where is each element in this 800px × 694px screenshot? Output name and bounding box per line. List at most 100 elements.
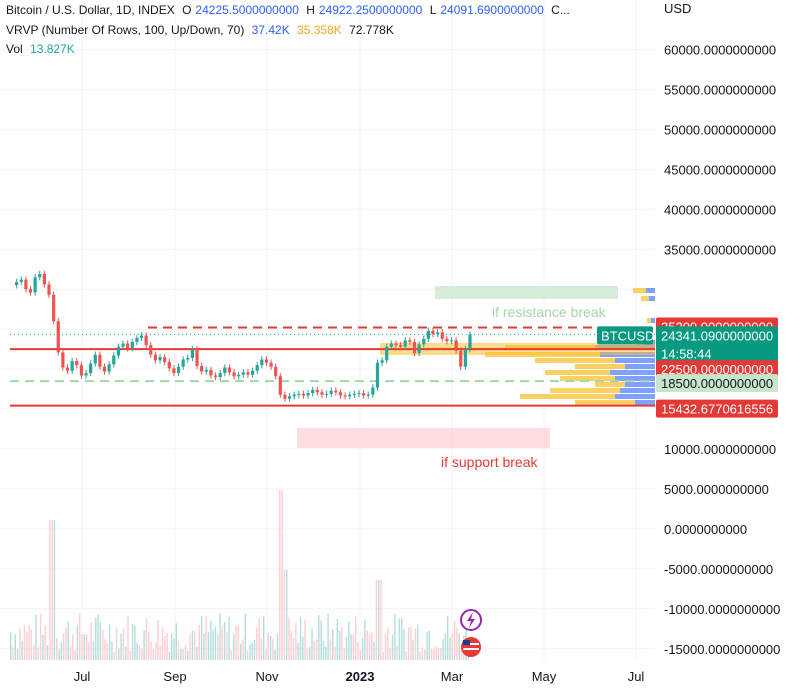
- volume-bar: [194, 630, 196, 660]
- candle-body: [19, 279, 23, 283]
- volume-bar: [184, 644, 187, 660]
- vp-row-up: [649, 296, 655, 301]
- volume-bar: [403, 629, 405, 660]
- volume-bar: [253, 639, 256, 660]
- candle-body: [297, 393, 301, 395]
- candle-body: [459, 350, 463, 367]
- volume-bar: [200, 615, 203, 660]
- vp-row-down: [575, 364, 625, 369]
- support-price-tag-bg: [656, 374, 778, 393]
- time-axis[interactable]: Jul Sep Nov 2023 Mar May Jul: [74, 669, 645, 684]
- candle-body: [56, 321, 60, 353]
- volume-bar: [244, 613, 246, 660]
- support-price-tag: 18500.0000000000: [661, 376, 773, 391]
- volume-bar: [217, 634, 219, 660]
- volume-bar: [249, 644, 251, 660]
- vp-row-up: [620, 388, 655, 393]
- volume-bar: [62, 633, 65, 660]
- volume-bar: [168, 651, 171, 660]
- candle-body: [403, 340, 407, 347]
- legend-row-3: Vol 13.827K: [6, 42, 79, 56]
- volume-bar: [338, 630, 341, 660]
- volume-bar: [108, 624, 111, 660]
- candle-body: [218, 373, 222, 378]
- volume-bar: [138, 645, 141, 660]
- volume-bar: [235, 625, 237, 660]
- volume-bar: [10, 632, 12, 660]
- vp-row-down: [550, 388, 620, 393]
- candle-body: [121, 343, 125, 347]
- candle-body: [84, 373, 88, 376]
- price-axis[interactable]: 60000.0000000000 55000.0000000000 50000.00…: [664, 43, 780, 657]
- volume-bar: [444, 633, 447, 660]
- volume-bar: [166, 632, 168, 660]
- y-tick-label: 55000.0000000000: [664, 82, 776, 97]
- volume-label[interactable]: Vol: [6, 42, 23, 56]
- candle-body: [209, 369, 213, 376]
- candle-body: [33, 277, 37, 293]
- volume-bar: [39, 613, 42, 660]
- volume-bar: [173, 638, 175, 660]
- volume-bar: [251, 642, 253, 660]
- volume-bar: [127, 616, 129, 660]
- volume-bar: [92, 641, 95, 660]
- x-tick-label: Jul: [628, 669, 645, 684]
- volume-bar: [352, 634, 355, 660]
- candle-body: [463, 349, 467, 367]
- volume-bar: [102, 629, 104, 660]
- y-tick-label: 10000.0000000000: [664, 442, 776, 457]
- volume-bar: [79, 613, 81, 660]
- candle-body: [112, 355, 116, 365]
- volume-bar: [380, 580, 382, 660]
- candle-body: [250, 370, 255, 375]
- volume-bar: [69, 646, 72, 660]
- high-label: H: [306, 3, 315, 17]
- volume-bar: [136, 642, 138, 660]
- volume-bar: [23, 625, 26, 660]
- countdown-tag: 14:58:44: [661, 346, 712, 361]
- volume-bar: [375, 580, 378, 660]
- y-tick-label: 40000.0000000000: [664, 202, 776, 217]
- candle-body: [352, 393, 356, 395]
- lightning-icon[interactable]: [460, 609, 482, 631]
- candle-body: [195, 349, 199, 366]
- y-tick-label: 45000.0000000000: [664, 162, 776, 177]
- x-tick-label: Nov: [255, 669, 279, 684]
- candle-body: [135, 337, 139, 342]
- volume-bar: [295, 622, 297, 660]
- y-tick-label: 5000.0000000000: [664, 482, 769, 497]
- volume-bar: [334, 647, 336, 660]
- volume-bar: [396, 645, 398, 660]
- us-flag-icon[interactable]: [461, 637, 481, 657]
- candle-body: [329, 390, 333, 394]
- candle-body: [93, 354, 97, 364]
- vp-row-down: [575, 400, 635, 405]
- candle-body: [65, 367, 70, 371]
- candle-body: [227, 367, 232, 373]
- volume-bar: [143, 630, 145, 660]
- vp-row-down: [595, 382, 625, 387]
- candle-body: [445, 338, 449, 342]
- candle-body: [264, 359, 269, 363]
- symbol-title[interactable]: Bitcoin / U.S. Dollar, 1D, INDEX: [6, 3, 175, 17]
- vp-row-down: [633, 288, 646, 293]
- volume-bar: [368, 633, 371, 660]
- candle-body: [306, 393, 310, 396]
- volume-bar: [171, 633, 173, 660]
- vp-row-up: [610, 370, 655, 375]
- volume-bar: [122, 628, 125, 660]
- candle-body: [89, 363, 93, 374]
- volume-bar: [106, 643, 108, 660]
- volume-bar: [336, 618, 338, 660]
- volume-bar: [21, 640, 23, 660]
- current-price-tag: 24341.0900000000: [661, 328, 773, 343]
- vrvp-label[interactable]: VRVP (Number Of Rows, 100, Up/Down, 70): [6, 23, 245, 37]
- volume-bar: [148, 632, 150, 660]
- vp-row-up: [635, 400, 655, 405]
- low-label: L: [429, 3, 437, 17]
- candle-body: [47, 284, 51, 295]
- open-label: O: [182, 3, 192, 17]
- volume-bar: [44, 625, 46, 660]
- volume-bar: [283, 570, 286, 660]
